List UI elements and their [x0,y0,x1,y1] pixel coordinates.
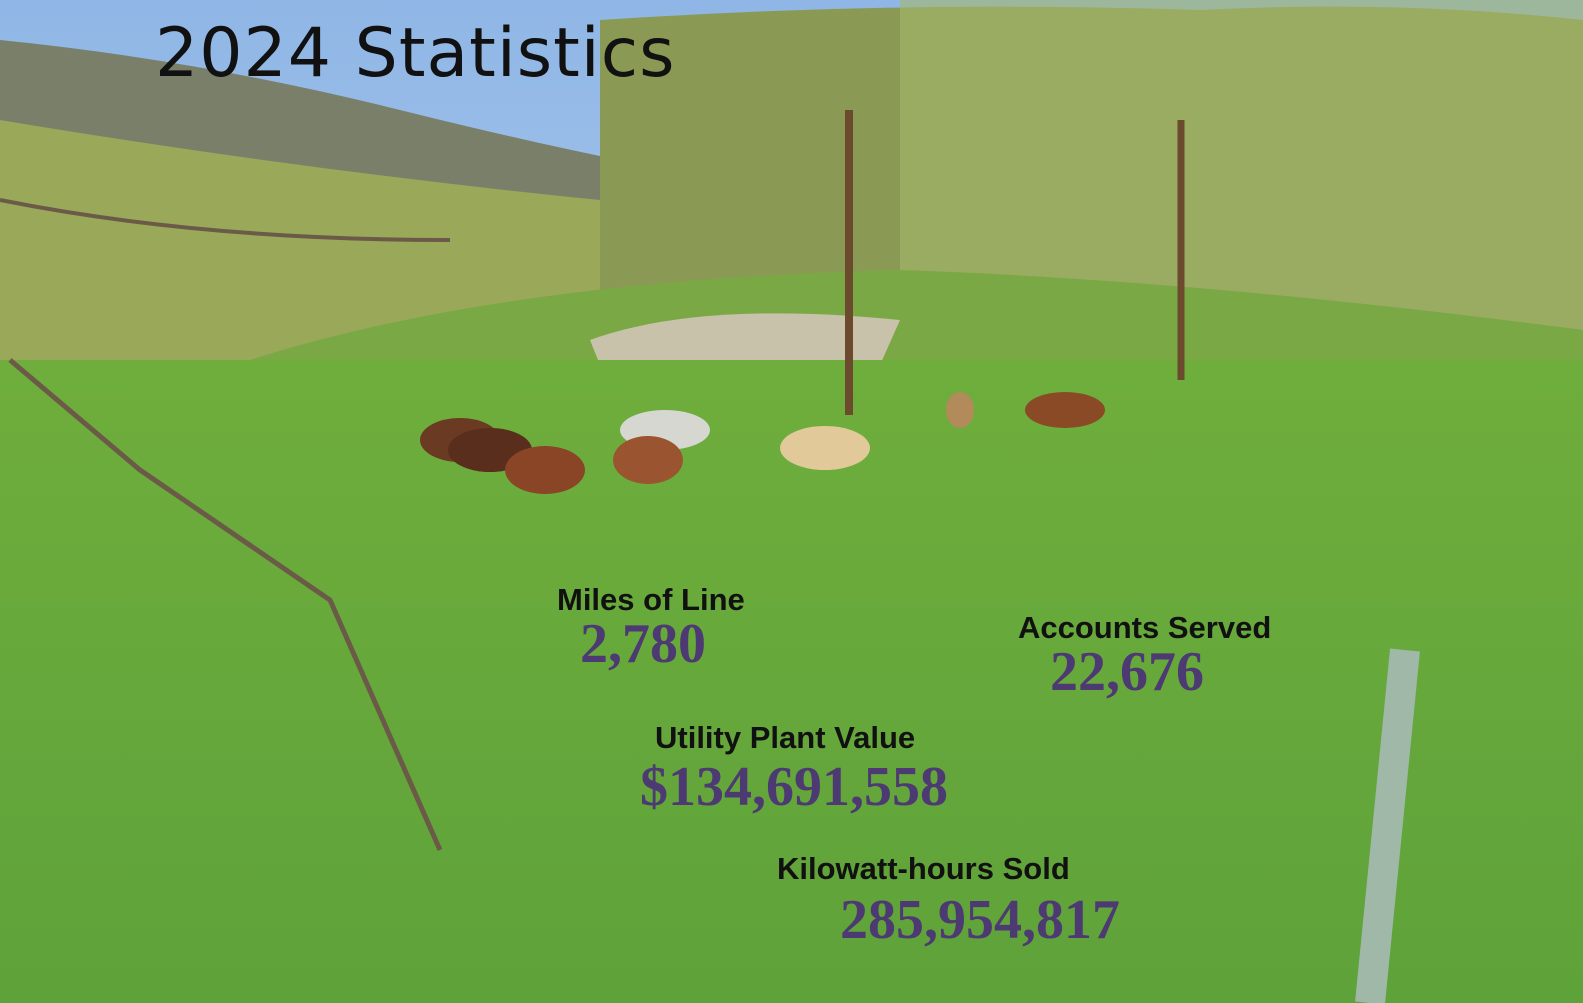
title: 2024 Statistics [155,14,676,93]
stat-label: Kilowatt-hours Sold [777,851,1070,887]
stat-value: 22,676 [1050,640,1204,704]
stat-value: $134,691,558 [640,755,948,819]
stat-label: Utility Plant Value [655,720,915,756]
stat-value: 285,954,817 [840,888,1120,952]
page: {"header": {"title": "2024 Statistics"},… [0,0,1583,1003]
stat-value: 2,780 [580,612,706,676]
